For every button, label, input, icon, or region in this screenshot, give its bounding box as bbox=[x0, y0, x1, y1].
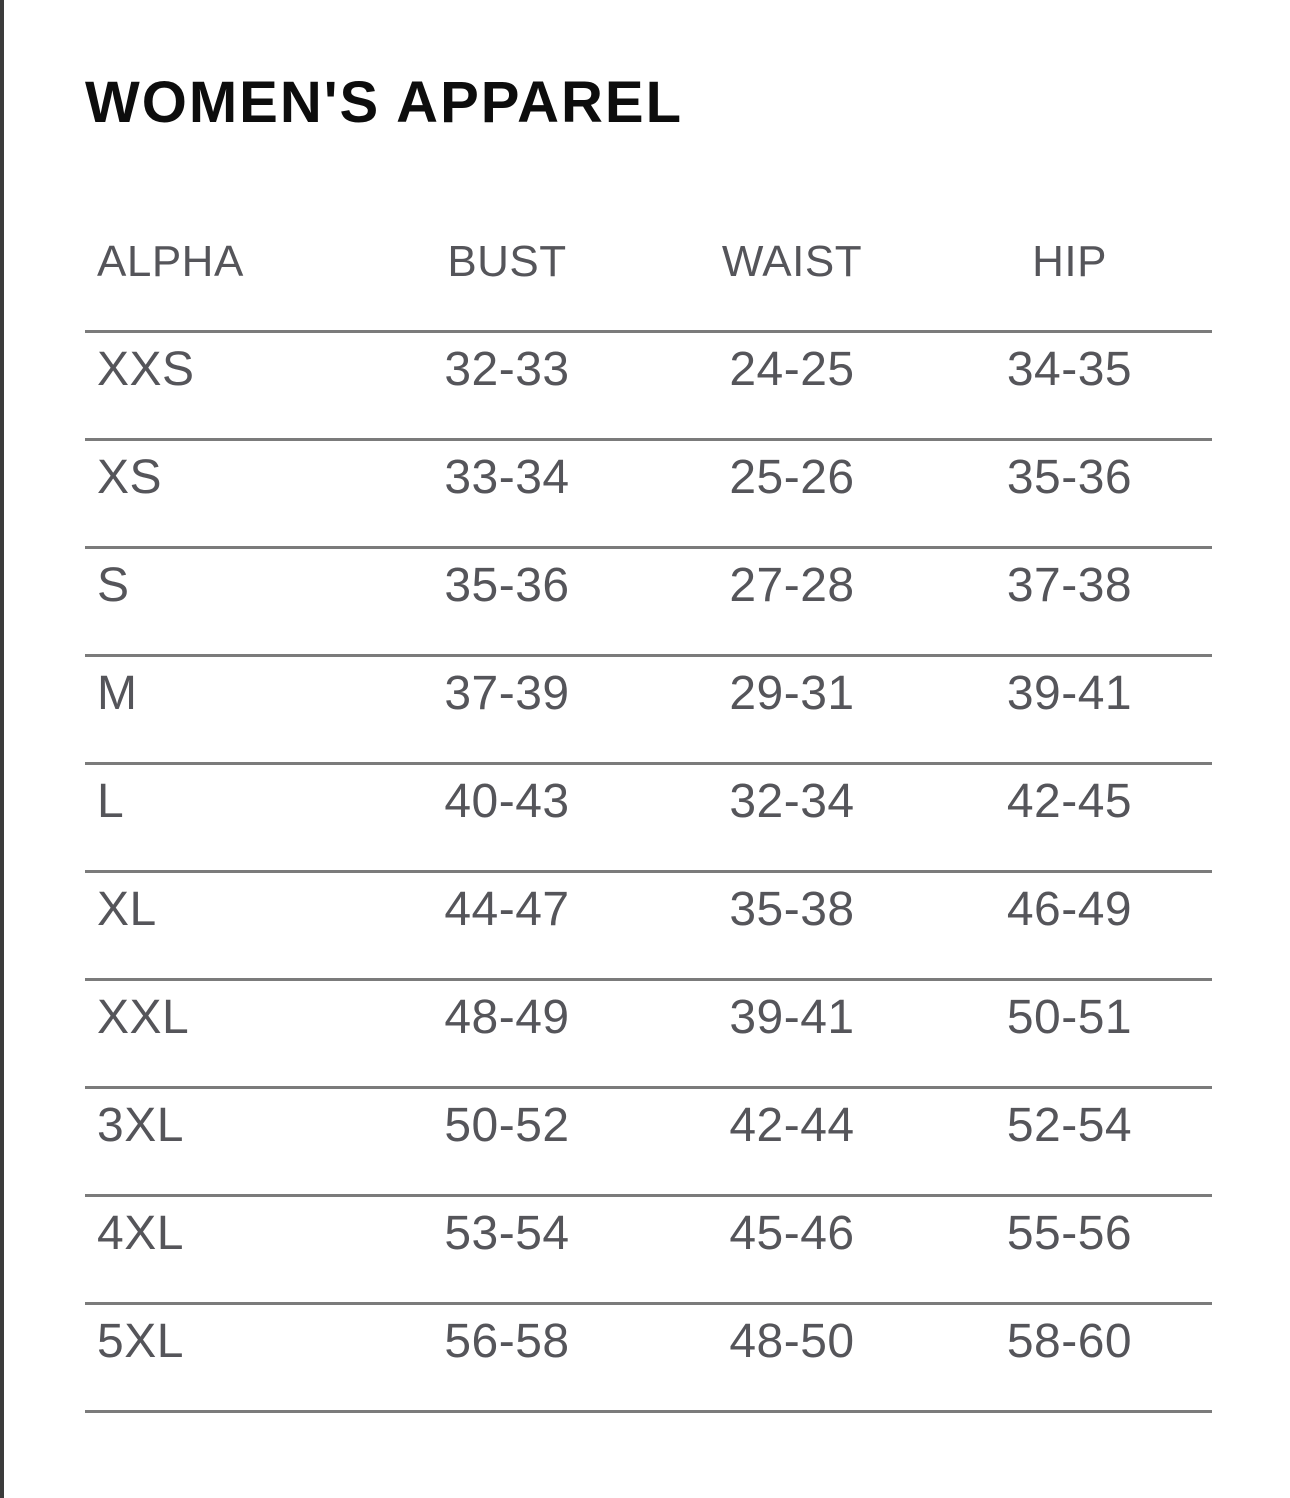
waist-cell: 48-50 bbox=[729, 1315, 855, 1368]
table-row: S 35-36 27-28 37-38 bbox=[85, 547, 1212, 656]
table-row: M 37-39 29-31 39-41 bbox=[85, 655, 1212, 764]
waist-cell: 32-34 bbox=[729, 775, 855, 828]
alpha-cell: XL bbox=[97, 883, 157, 936]
hip-cell: 55-56 bbox=[1006, 1207, 1133, 1260]
alpha-cell: 5XL bbox=[97, 1315, 184, 1368]
alpha-cell: XXS bbox=[97, 343, 195, 396]
column-header-bust: BUST bbox=[447, 237, 567, 286]
hip-cell: 46-49 bbox=[1006, 883, 1133, 936]
hip-cell: 39-41 bbox=[1006, 667, 1133, 720]
table-row: 3XL 50-52 42-44 52-54 bbox=[85, 1087, 1212, 1196]
table-row: XS 33-34 25-26 35-36 bbox=[85, 439, 1212, 548]
waist-cell: 25-26 bbox=[729, 451, 855, 504]
page-title: WOMEN'S APPAREL bbox=[85, 70, 684, 135]
bust-cell: 33-34 bbox=[444, 451, 570, 504]
alpha-cell: XXL bbox=[97, 991, 190, 1044]
bust-cell: 40-43 bbox=[444, 775, 570, 828]
hip-cell: 34-35 bbox=[1006, 343, 1133, 396]
waist-cell: 35-38 bbox=[729, 883, 855, 936]
hip-cell: 58-60 bbox=[1006, 1315, 1133, 1368]
alpha-cell: 4XL bbox=[97, 1207, 184, 1260]
left-edge-border bbox=[0, 0, 4, 1498]
waist-cell: 39-41 bbox=[729, 991, 855, 1044]
waist-cell: 24-25 bbox=[729, 343, 855, 396]
bust-cell: 53-54 bbox=[444, 1207, 570, 1260]
table-row: L 40-43 32-34 42-45 bbox=[85, 763, 1212, 872]
alpha-cell: 3XL bbox=[97, 1099, 184, 1152]
column-header-hip: HIP bbox=[1032, 237, 1107, 286]
bust-cell: 56-58 bbox=[444, 1315, 570, 1368]
hip-cell: 52-54 bbox=[1006, 1099, 1133, 1152]
bust-cell: 48-49 bbox=[444, 991, 570, 1044]
alpha-cell: S bbox=[97, 559, 130, 612]
alpha-cell: M bbox=[97, 667, 138, 720]
bust-cell: 37-39 bbox=[444, 667, 570, 720]
hip-cell: 35-36 bbox=[1006, 451, 1133, 504]
size-chart-content: WOMEN'S APPAREL ALPHA BUST WAIST HIP XXS… bbox=[85, 74, 1212, 1413]
header-row: ALPHA BUST WAIST HIP bbox=[85, 132, 1212, 332]
alpha-cell: XS bbox=[97, 451, 163, 504]
size-table: ALPHA BUST WAIST HIP XXS 32-33 24-25 34-… bbox=[85, 132, 1212, 1413]
hip-cell: 42-45 bbox=[1006, 775, 1133, 828]
alpha-cell: L bbox=[97, 775, 125, 828]
waist-cell: 42-44 bbox=[729, 1099, 855, 1152]
hip-cell: 50-51 bbox=[1006, 991, 1133, 1044]
bust-cell: 44-47 bbox=[444, 883, 570, 936]
hip-cell: 37-38 bbox=[1006, 559, 1133, 612]
table-row: XL 44-47 35-38 46-49 bbox=[85, 871, 1212, 980]
table-row: XXS 32-33 24-25 34-35 bbox=[85, 331, 1212, 440]
bust-cell: 35-36 bbox=[444, 559, 570, 612]
waist-cell: 45-46 bbox=[729, 1207, 855, 1260]
waist-cell: 27-28 bbox=[729, 559, 855, 612]
column-header-alpha: ALPHA bbox=[97, 237, 244, 286]
table-row: XXL 48-49 39-41 50-51 bbox=[85, 979, 1212, 1088]
waist-cell: 29-31 bbox=[729, 667, 855, 720]
bust-cell: 32-33 bbox=[444, 343, 570, 396]
bust-cell: 50-52 bbox=[444, 1099, 570, 1152]
table-row: 5XL 56-58 48-50 58-60 bbox=[85, 1303, 1212, 1412]
column-header-waist: WAIST bbox=[721, 237, 863, 286]
table-row: 4XL 53-54 45-46 55-56 bbox=[85, 1195, 1212, 1304]
